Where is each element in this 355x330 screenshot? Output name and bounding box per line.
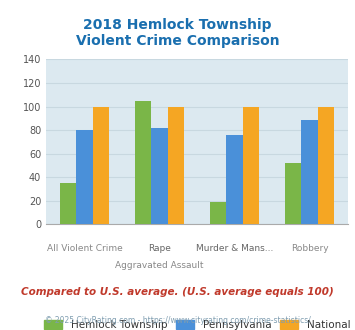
Bar [243,107,259,224]
Bar [285,163,301,224]
Text: Murder & Mans...: Murder & Mans... [196,244,273,253]
Text: 2018 Hemlock Township
Violent Crime Comparison: 2018 Hemlock Township Violent Crime Comp… [76,18,279,49]
Text: All Violent Crime: All Violent Crime [47,244,122,253]
Bar [226,135,243,224]
Text: © 2025 CityRating.com - https://www.cityrating.com/crime-statistics/: © 2025 CityRating.com - https://www.city… [45,316,310,325]
Text: Compared to U.S. average. (U.S. average equals 100): Compared to U.S. average. (U.S. average … [21,287,334,297]
Bar [210,202,226,224]
Bar [93,107,109,224]
Bar [76,130,93,224]
Text: Aggravated Assault: Aggravated Assault [115,261,204,270]
Bar [151,128,168,224]
Bar [168,107,184,224]
Legend: Hemlock Township, Pennsylvania, National: Hemlock Township, Pennsylvania, National [39,315,355,330]
Bar [60,183,76,224]
Text: Rape: Rape [148,244,171,253]
Bar [135,101,151,224]
Bar [318,107,334,224]
Text: Robbery: Robbery [291,244,328,253]
Bar [301,119,318,224]
